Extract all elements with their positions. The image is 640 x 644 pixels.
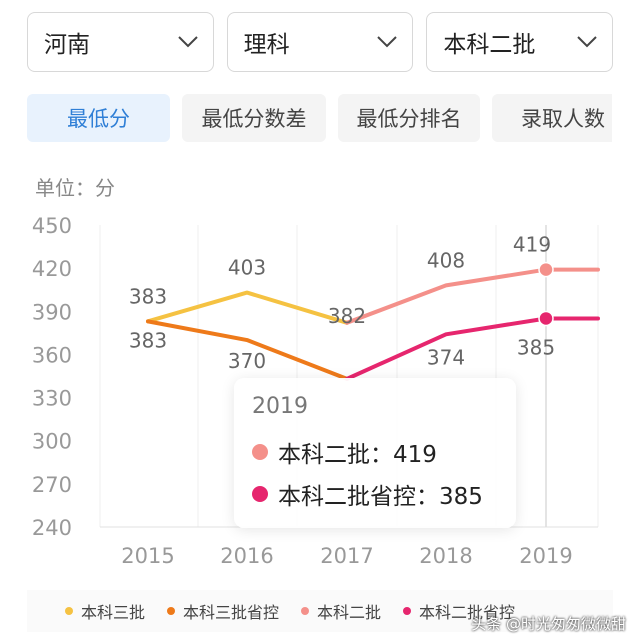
metric-tabs: 最低分 最低分数差 最低分排名 录取人数	[27, 94, 612, 142]
chart-legend: 本科三批 本科三批省控 本科二批 本科二批省控	[27, 590, 613, 632]
y-tick-label: 390	[32, 300, 72, 324]
data-label: 370	[228, 349, 266, 373]
data-label: 383	[129, 284, 167, 308]
data-label: 419	[513, 233, 551, 257]
tab-min-score-rank[interactable]: 最低分排名	[338, 94, 480, 142]
tab-min-score-diff[interactable]: 最低分数差	[182, 94, 326, 142]
legend-dot-icon	[301, 607, 310, 615]
chevron-down-icon	[177, 36, 198, 48]
legend-item[interactable]: 本科三批	[65, 599, 145, 623]
y-tick-label: 300	[32, 430, 72, 454]
batch-select[interactable]: 本科二批	[426, 12, 614, 72]
tab-min-score[interactable]: 最低分	[27, 94, 170, 142]
data-point	[538, 310, 554, 327]
series-line	[345, 316, 600, 381]
y-tick-label: 240	[32, 516, 72, 540]
legend-label: 本科三批	[81, 603, 146, 622]
series-line	[146, 290, 349, 325]
legend-label: 本科二批省控	[419, 603, 516, 622]
tooltip-dot-icon	[252, 486, 268, 502]
tooltip-row-label: 本科二批：419	[278, 442, 437, 468]
data-label: 403	[228, 256, 266, 280]
legend-label: 本科二批	[317, 603, 382, 622]
tooltip-row-label: 本科二批省控：385	[278, 484, 483, 510]
chevron-down-icon	[577, 36, 597, 48]
x-tick-label: 2017	[320, 544, 373, 568]
x-tick-label: 2019	[519, 544, 572, 568]
legend-dot-icon	[65, 607, 73, 615]
province-select[interactable]: 河南	[27, 12, 214, 72]
y-tick-label: 450	[32, 214, 72, 238]
legend-item[interactable]: 本科二批	[301, 599, 381, 623]
subject-select[interactable]: 理科	[226, 12, 414, 72]
tooltip-dot-icon	[252, 444, 268, 460]
chevron-down-icon	[377, 36, 398, 48]
series-line	[146, 319, 349, 381]
y-tick-label: 270	[32, 473, 72, 497]
data-label: 383	[129, 328, 167, 352]
data-point	[538, 261, 554, 278]
y-tick-label: 420	[32, 257, 72, 281]
data-label: 408	[427, 248, 465, 272]
legend-item[interactable]: 本科二批省控	[403, 599, 515, 623]
legend-dot-icon	[167, 607, 176, 615]
tooltip-year: 2019	[252, 394, 308, 419]
province-select-value: 河南	[44, 32, 90, 58]
batch-select-value: 本科二批	[443, 32, 536, 58]
data-label: 382	[328, 304, 366, 328]
legend-dot-icon	[403, 607, 412, 615]
legend-item[interactable]: 本科三批省控	[167, 599, 279, 623]
tooltip-row: 本科二批：419	[252, 431, 498, 473]
chart-tooltip: 2019 本科二批：419 本科二批省控：385	[234, 378, 516, 528]
legend-label: 本科三批省控	[183, 603, 280, 622]
tooltip-row: 本科二批省控：385	[252, 473, 498, 515]
x-tick-label: 2016	[220, 544, 273, 568]
series-line	[345, 267, 600, 325]
x-tick-label: 2018	[419, 544, 472, 568]
line-chart[interactable]: 240 270 300 330 360 390 420 450 2015 2016 2017 2018…	[0, 205, 640, 585]
y-tick-label: 360	[32, 343, 72, 367]
watermark: 头条 @时光匆匆微微甜	[471, 615, 626, 633]
tab-admission-count[interactable]: 录取人数	[492, 94, 612, 142]
data-label: 385	[517, 335, 555, 359]
filter-bar: 河南 理科 本科二批	[27, 12, 614, 72]
data-label: 374	[427, 345, 465, 369]
y-tick-label: 330	[32, 387, 72, 411]
unit-label: 单位：分	[35, 176, 115, 200]
x-tick-label: 2015	[121, 544, 174, 568]
subject-select-value: 理科	[243, 32, 290, 58]
